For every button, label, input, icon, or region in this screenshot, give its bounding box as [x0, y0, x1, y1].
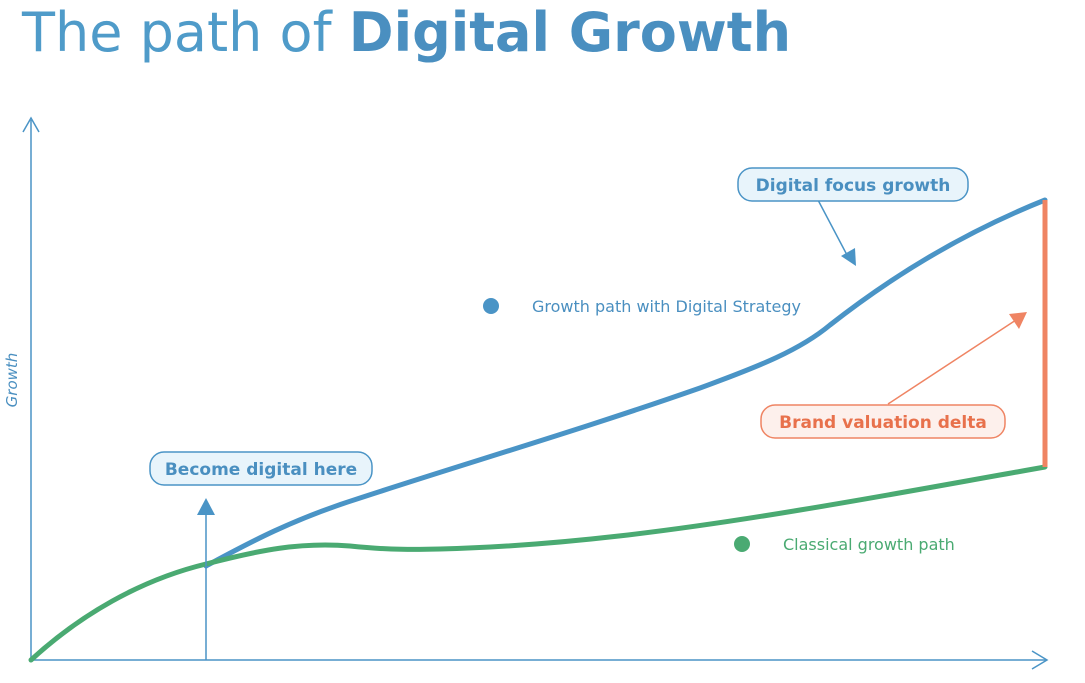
- callout-become-digital-label: Become digital here: [165, 460, 357, 480]
- legend-classical-dot: [734, 536, 750, 552]
- x-axis: [31, 650, 1049, 670]
- legend-digital-dot: [483, 298, 499, 314]
- callout-brand-delta: Brand valuation delta: [760, 404, 1006, 439]
- title-emphasis: Digital Growth: [348, 1, 792, 64]
- become-digital-arrow: [197, 498, 215, 660]
- legend-digital: Growth path with Digital Strategy: [483, 297, 801, 316]
- legend-classical: Classical growth path: [734, 535, 955, 554]
- brand-delta-arrow: [887, 312, 1027, 405]
- classical-growth-curve: [28, 464, 1048, 663]
- digital-growth-curve: [203, 197, 1048, 569]
- callout-brand-delta-label: Brand valuation delta: [779, 413, 987, 433]
- legend-classical-label: Classical growth path: [783, 535, 955, 554]
- digital-focus-arrow: [817, 199, 856, 266]
- y-axis-label: Growth: [3, 353, 21, 408]
- callout-become-digital: Become digital here: [149, 451, 373, 486]
- title-prefix: The path of: [22, 1, 349, 64]
- y-axis: [22, 116, 40, 660]
- page-title: The path of Digital Growth: [22, 0, 791, 66]
- callout-digital-focus-label: Digital focus growth: [756, 176, 951, 196]
- callout-digital-focus: Digital focus growth: [737, 167, 969, 202]
- legend-digital-label: Growth path with Digital Strategy: [532, 297, 801, 316]
